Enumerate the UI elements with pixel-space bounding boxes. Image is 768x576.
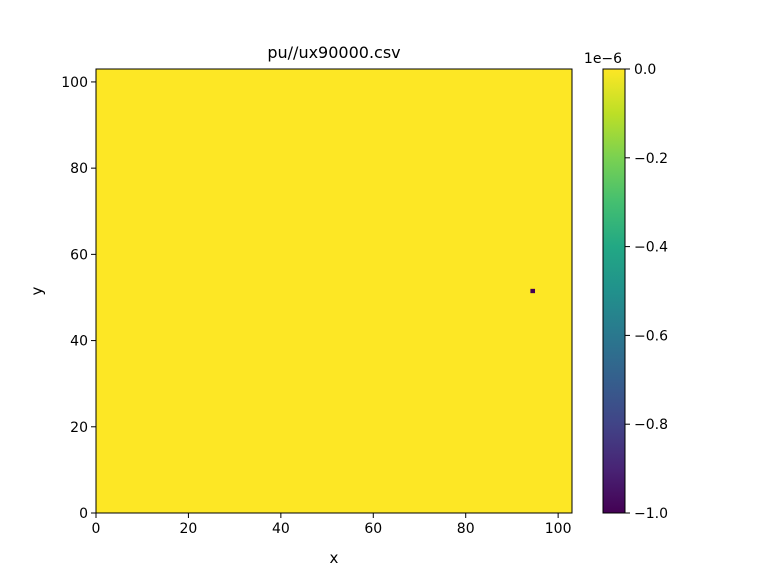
colorbar-tick-label: −0.6 <box>634 328 668 344</box>
colorbar-ticks: 0.0 −0.2 −0.4 −0.6 −0.8 −1.0 <box>625 62 668 522</box>
plot-frame <box>95 68 573 514</box>
y-axis-ticks: 0 20 40 60 80 100 <box>61 75 96 522</box>
colorbar <box>602 68 626 514</box>
y-tick-label: 20 <box>70 420 88 436</box>
y-tick-label: 80 <box>70 161 88 177</box>
colorbar-offset-label: 1e−6 <box>584 51 622 67</box>
colorbar-tick-label: −1.0 <box>634 506 668 522</box>
x-axis-label: x <box>330 549 339 567</box>
heatmap-cells <box>530 288 536 294</box>
colorbar-tick-label: −0.8 <box>634 417 668 433</box>
y-tick-label: 100 <box>61 75 88 91</box>
x-tick-label: 0 <box>92 521 101 537</box>
heatmap-cell <box>530 288 536 294</box>
y-tick-label: 0 <box>79 506 88 522</box>
y-tick-label: 40 <box>70 334 88 350</box>
x-tick-label: 60 <box>364 521 382 537</box>
x-tick-label: 100 <box>545 521 572 537</box>
colorbar-tick-label: 0.0 <box>634 62 656 78</box>
y-tick-label: 60 <box>70 247 88 263</box>
x-tick-label: 20 <box>180 521 198 537</box>
x-axis-ticks: 0 20 40 60 80 100 <box>92 513 572 537</box>
x-tick-label: 40 <box>272 521 290 537</box>
x-tick-label: 80 <box>457 521 475 537</box>
chart-title: pu//ux90000.csv <box>267 43 400 62</box>
colorbar-tick-label: −0.2 <box>634 151 668 167</box>
heatmap-background <box>96 69 572 513</box>
y-axis-label: y <box>28 286 46 295</box>
colorbar-tick-label: −0.4 <box>634 240 668 256</box>
